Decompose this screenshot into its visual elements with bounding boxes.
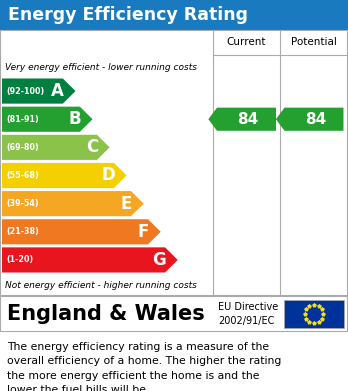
Text: The energy efficiency rating is a measure of the
overall efficiency of a home. T: The energy efficiency rating is a measur… [7, 342, 282, 391]
Text: Very energy efficient - lower running costs: Very energy efficient - lower running co… [5, 63, 197, 72]
Text: Potential: Potential [291, 37, 337, 47]
Text: (21-38): (21-38) [6, 227, 39, 236]
Text: Energy Efficiency Rating: Energy Efficiency Rating [8, 6, 248, 24]
Polygon shape [2, 107, 93, 132]
Bar [0, 296, 347, 331]
Polygon shape [276, 108, 343, 131]
Polygon shape [208, 108, 276, 131]
Text: (69-80): (69-80) [6, 143, 39, 152]
Text: (55-68): (55-68) [6, 171, 39, 180]
Polygon shape [2, 163, 127, 188]
Text: 84: 84 [237, 112, 259, 127]
Text: 84: 84 [305, 112, 326, 127]
Polygon shape [2, 248, 178, 273]
Text: B: B [68, 110, 81, 128]
Text: C: C [86, 138, 98, 156]
Bar [0, 0, 348, 30]
Text: Not energy efficient - higher running costs: Not energy efficient - higher running co… [5, 280, 197, 289]
Bar [284, 300, 344, 328]
Text: D: D [101, 167, 115, 185]
Text: EU Directive
2002/91/EC: EU Directive 2002/91/EC [218, 302, 278, 326]
Text: (81-91): (81-91) [6, 115, 39, 124]
Text: F: F [138, 223, 149, 241]
Text: G: G [152, 251, 166, 269]
Text: A: A [51, 82, 64, 100]
Text: E: E [121, 195, 132, 213]
Polygon shape [2, 191, 144, 216]
Polygon shape [2, 79, 76, 104]
Text: (92-100): (92-100) [6, 86, 44, 95]
Text: England & Wales: England & Wales [7, 304, 205, 324]
Text: (39-54): (39-54) [6, 199, 39, 208]
Text: Current: Current [227, 37, 266, 47]
Polygon shape [2, 135, 110, 160]
Text: (1-20): (1-20) [6, 255, 33, 264]
Bar [0, 30, 347, 295]
Polygon shape [2, 219, 161, 244]
